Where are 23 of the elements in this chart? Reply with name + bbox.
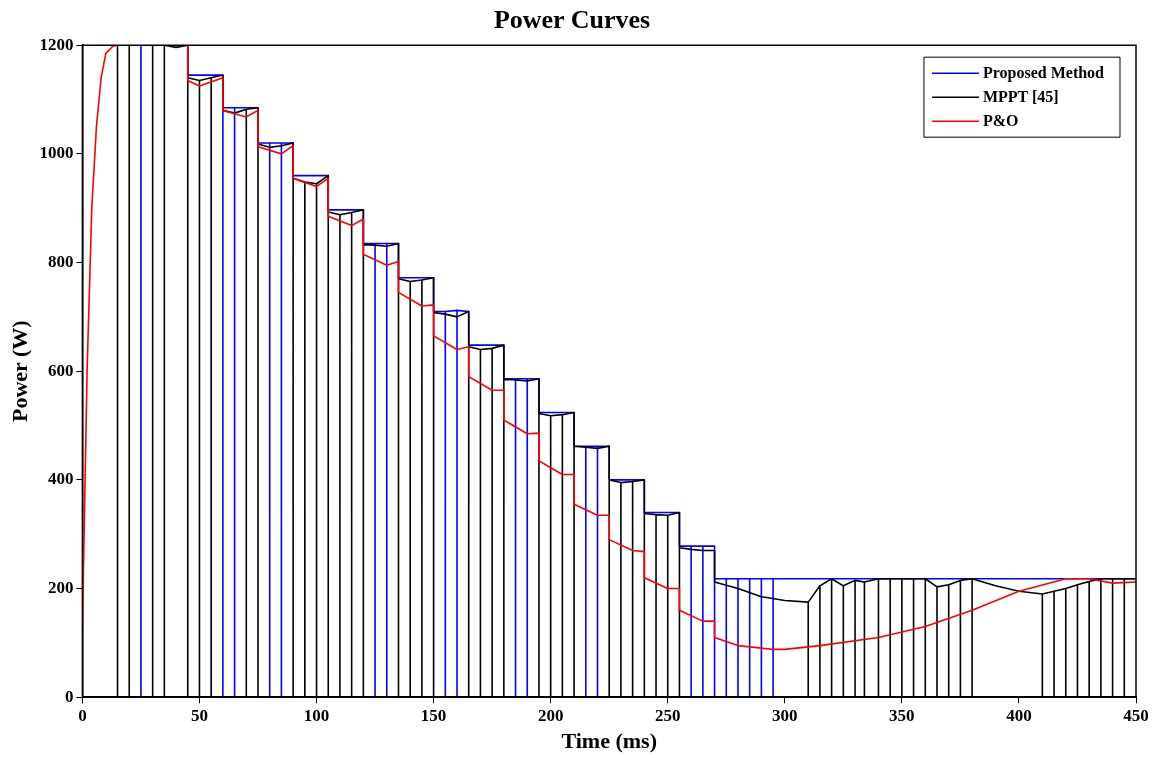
y-tick-label: 400: [47, 469, 74, 489]
x-tick-label: 150: [420, 705, 447, 725]
chart-title: Power Curves: [493, 5, 651, 35]
x-tick-label: 0: [78, 705, 87, 725]
y-tick-label: 1000: [39, 143, 74, 163]
x-tick-label: 400: [1006, 705, 1032, 725]
y-tick-label: 1200: [39, 34, 74, 54]
legend-label: Proposed Method: [982, 64, 1105, 83]
y-tick-label: 600: [47, 360, 74, 380]
x-tick-label: 200: [537, 705, 564, 725]
y-tick-label: 800: [47, 251, 74, 271]
x-tick-label: 100: [303, 705, 330, 725]
y-tick-label: 0: [64, 686, 74, 706]
x-tick-label: 450: [1123, 705, 1149, 725]
x-tick-label: 350: [889, 705, 915, 725]
y-axis-title: Power (W): [6, 320, 32, 423]
x-tick-label: 300: [772, 705, 798, 725]
legend-label: P&O: [982, 112, 1019, 130]
legend-label: MPPT [45]: [982, 88, 1059, 106]
x-axis-title: Time (ms): [561, 728, 657, 754]
x-tick-label: 250: [654, 705, 681, 725]
y-tick-label: 200: [47, 577, 74, 597]
x-tick-label: 50: [190, 705, 208, 725]
